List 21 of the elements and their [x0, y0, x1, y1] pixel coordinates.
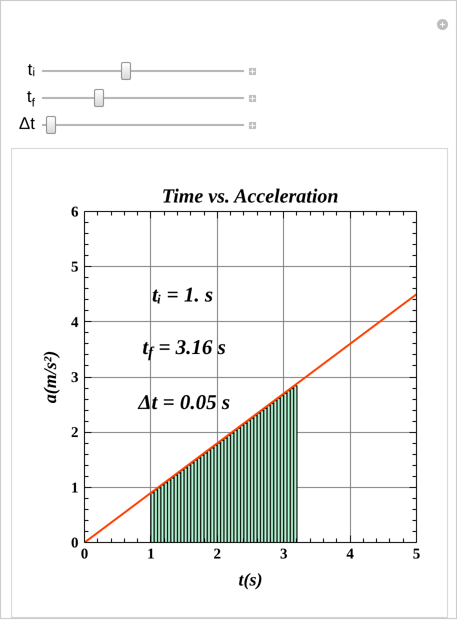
- annotation: Δt = 0.05 s: [137, 390, 230, 414]
- text: = 3.16 s: [158, 335, 226, 360]
- annotation: tᵢ = 1. s: [152, 282, 214, 306]
- chart-title: Time vs. Acceleration: [162, 186, 339, 208]
- x-tick-label: 4: [346, 546, 354, 562]
- x-tick-label: 2: [214, 546, 222, 562]
- x-tick-label: 3: [280, 546, 288, 562]
- text: t$_{f}$: [26, 87, 35, 110]
- y-tick-label: 2: [71, 425, 78, 442]
- y-tick-label: 4: [71, 314, 79, 331]
- x-tick-label: 1: [147, 546, 155, 562]
- y-axis-title: a(m/s²): [40, 350, 60, 404]
- x-axis-title: t(s): [238, 570, 263, 590]
- y-tick-label: 0: [71, 536, 78, 552]
- y-tick-label: 6: [71, 204, 79, 220]
- text: Δt: [18, 114, 35, 134]
- y-tick-label: 3: [71, 370, 78, 386]
- y-tick-label: 1: [71, 480, 78, 496]
- text: tᵢ: [26, 60, 35, 80]
- x-tick-label: 5: [412, 546, 420, 562]
- y-tick-label: 5: [71, 260, 78, 276]
